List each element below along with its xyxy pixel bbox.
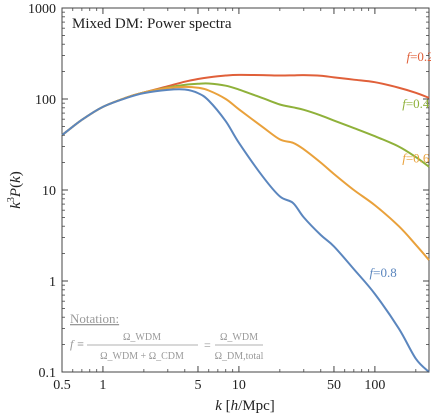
y-tick-label: 0.1 <box>39 366 57 381</box>
series-label-f0.2: f=0.2 <box>406 49 431 64</box>
notation-lhs: f ≡ <box>70 337 84 351</box>
series-layer <box>61 73 430 373</box>
x-tick-label: 5 <box>194 378 201 393</box>
notation-frac1-denominator: Ω_WDM + Ω_CDM <box>100 351 184 362</box>
y-axis-label: k3P(k) <box>6 171 24 209</box>
x-tick-label: 10 <box>232 378 246 393</box>
plot-frame <box>61 7 430 373</box>
notation-frac2-numerator: Ω_WDM <box>220 332 258 343</box>
notation-box: Notation: f ≡ Ω_WDM Ω_WDM + Ω_CDM = Ω_WD… <box>70 311 264 362</box>
y-tick-label: 100 <box>35 93 56 108</box>
series-line-f0.8 <box>61 88 430 373</box>
notation-equals: = <box>204 338 211 352</box>
series-labels: f=0.2 f=0.4 f=0.6 f=0.8 <box>370 49 431 280</box>
x-tick-label: 50 <box>327 378 341 393</box>
series-label-f0.6: f=0.6 <box>402 151 430 166</box>
chart-title: Mixed DM: Power spectra <box>72 16 232 32</box>
y-tick-label: 1000 <box>28 2 56 17</box>
x-ticks: 0.5 1 5 10 50 100 <box>53 8 417 393</box>
y-tick-label: 1 <box>49 275 56 290</box>
series-label-f0.4: f=0.4 <box>402 96 430 111</box>
x-tick-label: 100 <box>364 378 385 393</box>
notation-frac1-numerator: Ω_WDM <box>123 332 161 343</box>
y-tick-label: 10 <box>42 184 56 199</box>
series-label-f0.8: f=0.8 <box>370 265 397 280</box>
x-axis-label: k [h/Mpc] <box>215 398 275 414</box>
y-ticks: 0.1 1 10 100 1000 <box>28 2 429 381</box>
x-tick-label: 0.5 <box>53 378 71 393</box>
notation-heading: Notation: <box>70 311 119 326</box>
x-tick-label: 1 <box>99 378 106 393</box>
notation-frac2-denominator: Ω_DM,total <box>215 351 264 362</box>
